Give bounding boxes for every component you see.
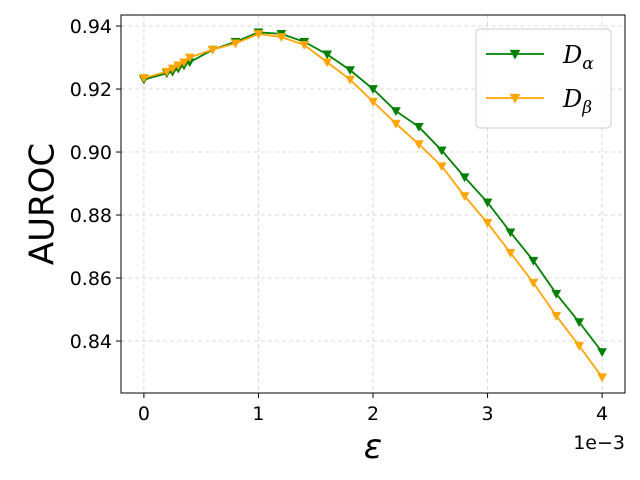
data-point-marker (413, 122, 424, 132)
data-point-marker (505, 248, 516, 258)
data-point-marker (482, 219, 493, 228)
x-tick-label: 2 (367, 403, 379, 425)
y-axis-title: AUROC (23, 143, 63, 265)
data-point-marker (459, 192, 470, 202)
data-point-marker (528, 278, 539, 288)
data-point-marker (230, 39, 241, 49)
y-axis-ticks: 0.84 0.86 0.88 0.90 0.92 0.94 (70, 16, 121, 353)
data-point-marker (276, 33, 287, 43)
data-point-marker (253, 30, 264, 39)
x-axis-ticks: 0 1 2 3 4 (138, 393, 608, 425)
x-axis-offset-label: 1e−3 (573, 432, 625, 454)
data-point-marker (173, 61, 184, 71)
data-point-marker (322, 50, 333, 60)
x-tick-label: 1 (252, 403, 264, 425)
data-point-marker (184, 53, 195, 63)
series-2 (138, 30, 608, 383)
x-tick-label: 3 (481, 403, 493, 425)
data-point-marker (161, 67, 172, 77)
data-point-marker (574, 318, 585, 328)
data-point-marker (299, 41, 310, 50)
data-point-marker (368, 85, 378, 95)
data-point-marker (413, 140, 424, 150)
data-point-marker (207, 45, 218, 55)
y-tick-label: 0.84 (70, 331, 112, 353)
legend-marker (509, 49, 521, 60)
data-point-marker (459, 173, 470, 183)
data-point-marker (482, 198, 493, 208)
data-point-marker (436, 146, 447, 156)
data-point-marker (551, 311, 562, 321)
series-lines (138, 28, 608, 383)
legend: Dα Dβ (475, 28, 612, 129)
data-point-marker (368, 97, 378, 107)
data-point-marker (528, 256, 539, 266)
data-point-marker (390, 107, 401, 117)
legend-entry: Dα (486, 41, 594, 74)
data-point-marker (505, 228, 516, 238)
data-point-marker (597, 348, 608, 358)
data-point-marker (574, 341, 585, 351)
x-tick-label: 0 (138, 403, 150, 425)
data-point-marker (138, 74, 149, 84)
data-point-marker (390, 119, 401, 129)
data-point-marker (167, 64, 178, 74)
data-point-marker (322, 58, 333, 68)
y-tick-label: 0.86 (70, 268, 112, 290)
data-point-marker (345, 75, 356, 85)
x-axis-title: ε (364, 427, 382, 467)
data-point-marker (597, 373, 608, 383)
data-point-marker (436, 162, 447, 172)
y-tick-label: 0.90 (70, 142, 112, 164)
y-tick-label: 0.92 (70, 79, 112, 101)
legend-entry: Dβ (486, 85, 592, 118)
data-point-marker (179, 58, 189, 68)
legend-marker (509, 93, 521, 104)
x-tick-label: 4 (596, 403, 608, 425)
data-point-marker (551, 289, 562, 299)
y-tick-label: 0.88 (70, 205, 112, 227)
legend-label: Dα (562, 41, 594, 74)
legend-label: Dβ (562, 85, 592, 118)
data-point-marker (345, 66, 356, 76)
y-tick-label: 0.94 (70, 16, 112, 38)
